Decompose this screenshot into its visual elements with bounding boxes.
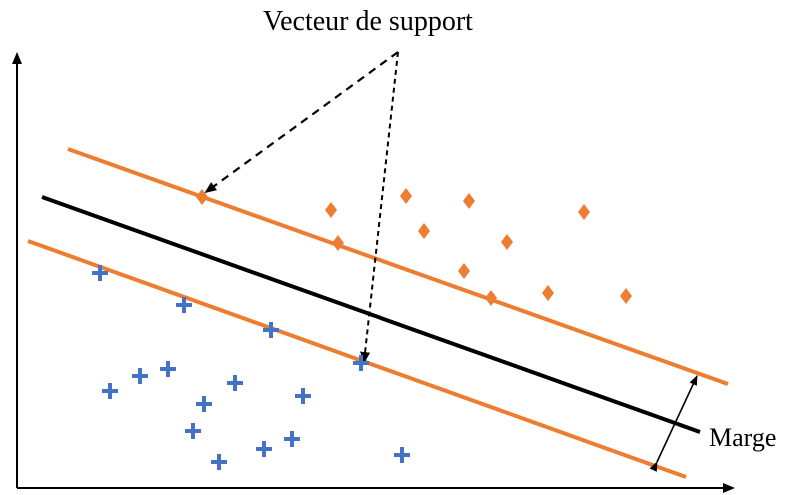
support-vector-diamond — [332, 235, 344, 251]
support-vector-diamond — [485, 290, 497, 306]
diamond-point — [542, 285, 554, 301]
plus-point — [92, 265, 108, 281]
diamond-point — [400, 188, 412, 204]
diamond-point — [620, 288, 632, 304]
plus-point — [185, 423, 201, 439]
diamond-point — [578, 204, 590, 220]
support-vector-diamond — [196, 189, 208, 205]
plus-point — [211, 454, 227, 470]
diamond-point — [463, 193, 475, 209]
plus-point — [227, 375, 243, 391]
plus-point — [176, 297, 192, 313]
diamond-point — [325, 202, 337, 218]
diamond-point — [418, 223, 430, 239]
plus-point — [160, 361, 176, 377]
lower-margin-line — [27, 239, 687, 479]
plus-point — [263, 322, 279, 338]
plus-point — [132, 368, 148, 384]
margin-label: Marge — [709, 423, 776, 452]
margin-double-arrow — [649, 375, 698, 472]
plus-point — [295, 388, 311, 404]
plus-point — [102, 383, 118, 399]
support-vector-plus — [353, 355, 369, 371]
support-vector-arrow-upper — [204, 51, 399, 194]
diamond-point — [458, 263, 470, 279]
plus-point — [256, 441, 272, 457]
negative-class-points — [92, 265, 410, 470]
support-vector-label: Vecteur de support — [263, 6, 473, 37]
support-vector-arrow-lower — [360, 51, 399, 364]
upper-margin-line — [67, 147, 729, 386]
hyperplane-line — [41, 195, 701, 434]
plus-point — [196, 396, 212, 412]
plus-point — [394, 447, 410, 463]
positive-class-points — [196, 188, 632, 306]
diamond-point — [501, 234, 513, 250]
plus-point — [284, 431, 300, 447]
